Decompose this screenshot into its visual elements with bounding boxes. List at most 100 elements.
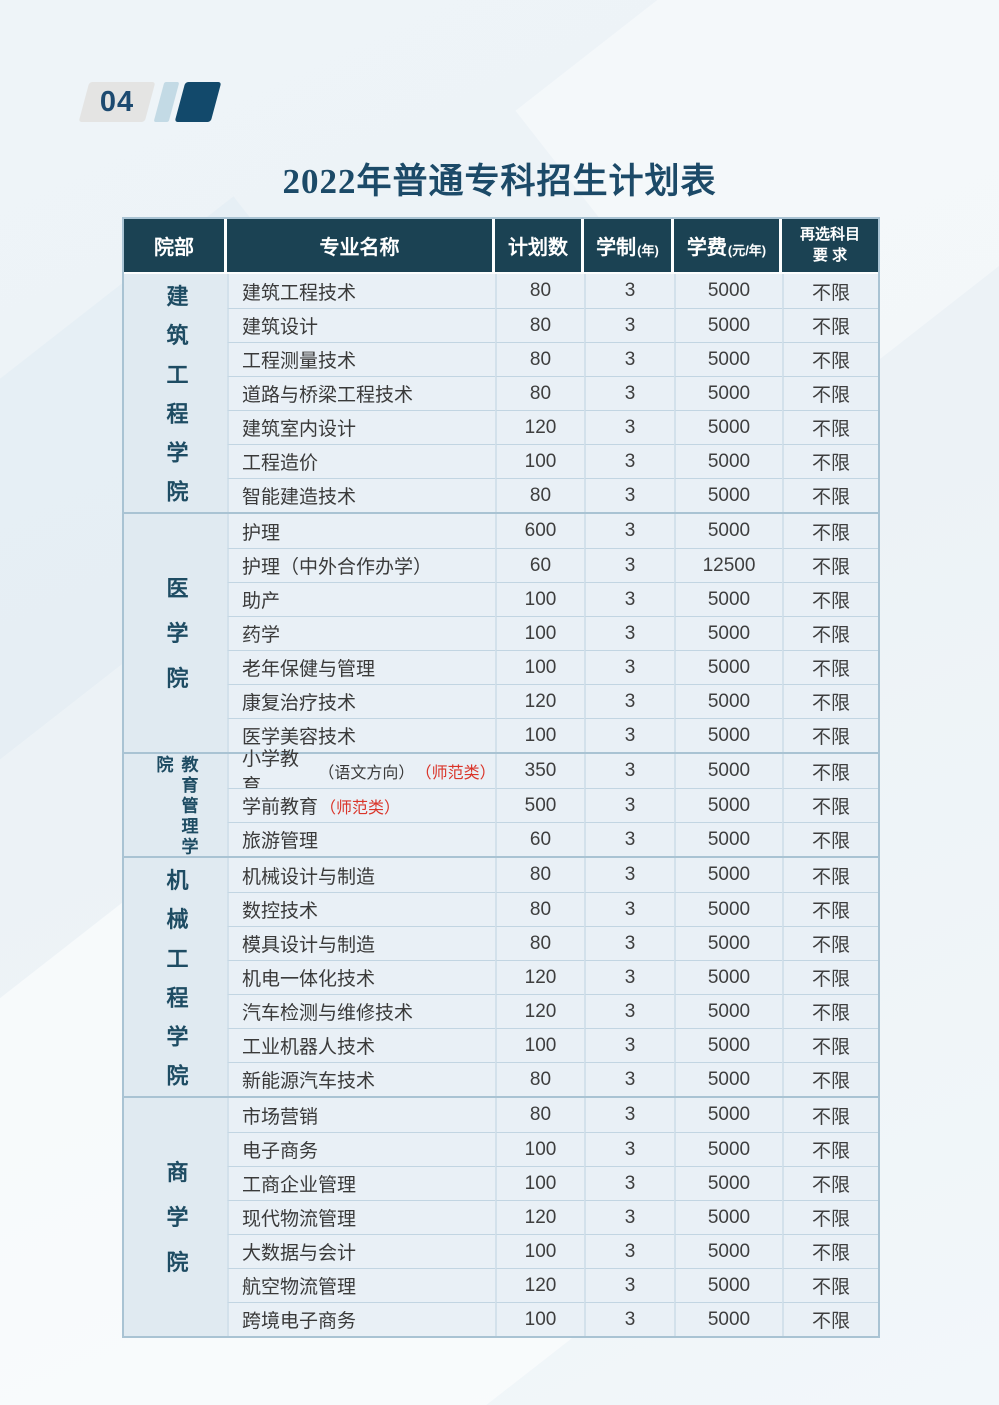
tuition-cell: 5000 <box>674 1098 782 1132</box>
header-cell-2: 专业名称 <box>227 219 495 272</box>
duration-cell: 3 <box>584 478 674 512</box>
plan-count-cell: 100 <box>495 582 584 616</box>
major-direction-note: （语文方向） <box>318 765 415 782</box>
teacher-training-note: （师范类） <box>415 765 496 782</box>
header-main: 计划数 <box>508 237 568 259</box>
subject-requirement-cell: 不限 <box>782 822 878 856</box>
plan-count-cell: 120 <box>495 410 584 444</box>
major-cell: 道路与桥梁工程技术 <box>227 376 495 410</box>
college-cell: 教育管理学院 <box>124 754 227 858</box>
tuition-cell: 5000 <box>674 1132 782 1166</box>
page-title: 2022年普通专科招生计划表 <box>282 162 717 201</box>
major-cell: 汽车检测与维修技术 <box>227 994 495 1028</box>
subject-requirement-cell: 不限 <box>782 1268 878 1302</box>
subject-requirement-cell: 不限 <box>782 994 878 1028</box>
table-header: 院部 专业名称 计划数 学制 (年) 学费 (元/年) 再选科目要 求 <box>124 219 878 274</box>
major-name: 建筑设计 <box>242 317 319 338</box>
header-cell-1: 院部 <box>124 219 227 272</box>
subject-requirement-cell: 不限 <box>782 650 878 684</box>
subject-requirement-cell: 不限 <box>782 926 878 960</box>
tuition-cell: 5000 <box>674 1234 782 1268</box>
tuition-cell: 5000 <box>674 1166 782 1200</box>
duration-cell: 3 <box>584 1132 674 1166</box>
subject-requirement-cell: 不限 <box>782 1302 878 1336</box>
subject-requirement-cell: 不限 <box>782 858 878 892</box>
major-name: 护理（中外合作办学） <box>242 557 433 578</box>
major-cell: 数控技术 <box>227 892 495 926</box>
plan-count-cell: 80 <box>495 1062 584 1096</box>
header-main: 专业名称 <box>319 237 400 259</box>
major-name: 机械设计与制造 <box>242 866 376 888</box>
enrollment-plan-table: 院部 专业名称 计划数 学制 (年) 学费 (元/年) 再选科目要 求 建筑工程学院 建筑工程技… <box>122 217 880 1338</box>
major-name: 现代物流管理 <box>242 1209 357 1230</box>
major-name: 航空物流管理 <box>242 1277 357 1298</box>
major-cell: 工商企业管理 <box>227 1166 495 1200</box>
tuition-cell: 5000 <box>674 444 782 478</box>
duration-cell: 3 <box>584 1098 674 1132</box>
tuition-cell: 5000 <box>674 1268 782 1302</box>
major-name: 新能源汽车技术 <box>242 1071 376 1092</box>
badge-navy-stripe-icon <box>174 82 222 122</box>
major-name: 工业机器人技术 <box>242 1037 376 1058</box>
major-cell: 市场营销 <box>227 1098 495 1132</box>
plan-count-cell: 80 <box>495 342 584 376</box>
subject-requirement-cell: 不限 <box>782 1062 878 1096</box>
duration-cell: 3 <box>584 1234 674 1268</box>
tuition-cell: 5000 <box>674 926 782 960</box>
college-section-3: 教育管理学院 小学教育 （语文方向） （师范类） 350 3 5000 不限 学前教育 （师范类）… <box>124 749 878 858</box>
tuition-cell: 5000 <box>674 1028 782 1062</box>
header-cell-5: 学费 (元/年) <box>674 219 782 272</box>
plan-count-cell: 60 <box>495 822 584 856</box>
tuition-cell: 5000 <box>674 410 782 444</box>
major-name: 数控技术 <box>242 901 319 922</box>
major-cell: 老年保健与管理 <box>227 650 495 684</box>
duration-cell: 3 <box>584 342 674 376</box>
subject-requirement-cell: 不限 <box>782 1132 878 1166</box>
duration-cell: 3 <box>584 444 674 478</box>
major-cell: 小学教育 （语文方向） （师范类） <box>227 749 496 797</box>
tuition-cell: 5000 <box>674 684 782 718</box>
college-name: 建筑工程学院 <box>163 284 189 520</box>
plan-count-cell: 60 <box>495 548 584 582</box>
tuition-cell: 5000 <box>674 754 782 788</box>
duration-cell: 3 <box>584 684 674 718</box>
subject-requirement-cell: 不限 <box>782 616 878 650</box>
plan-count-cell: 80 <box>495 308 584 342</box>
plan-count-cell: 80 <box>495 892 584 926</box>
duration-cell: 3 <box>584 548 674 582</box>
major-cell: 工程测量技术 <box>227 342 495 376</box>
page-number-plate: 04 <box>78 82 156 122</box>
major-name: 跨境电子商务 <box>242 1311 357 1332</box>
subject-requirement-cell: 不限 <box>782 788 878 822</box>
tuition-cell: 5000 <box>674 1062 782 1096</box>
college-name: 机械工程学院 <box>163 868 189 1104</box>
major-cell: 模具设计与制造 <box>227 926 495 960</box>
major-name: 建筑工程技术 <box>242 282 357 304</box>
major-cell: 助产 <box>227 582 495 616</box>
duration-cell: 3 <box>584 822 674 856</box>
major-cell: 药学 <box>227 616 495 650</box>
duration-cell: 3 <box>584 994 674 1028</box>
tuition-cell: 5000 <box>674 274 782 308</box>
header-cell-3: 计划数 <box>495 219 584 272</box>
major-name: 机电一体化技术 <box>242 969 376 990</box>
college-section-2: 医学院 护理 600 3 5000 不限 护理（中外合作办学） 60 3 12500 不限 助产 100… <box>124 512 878 752</box>
college-section-1: 建筑工程学院 建筑工程技术 80 3 5000 不限 建筑设计 80 3 5000 不限 工程测量技术… <box>124 274 878 519</box>
plan-count-cell: 100 <box>495 1028 584 1062</box>
duration-cell: 3 <box>584 582 674 616</box>
teacher-training-note: （师范类） <box>320 799 401 817</box>
duration-cell: 3 <box>584 858 674 892</box>
major-cell: 护理（中外合作办学） <box>227 548 495 582</box>
plan-count-cell: 100 <box>495 1132 584 1166</box>
header-unit: (元/年) <box>727 242 767 258</box>
tuition-cell: 5000 <box>674 582 782 616</box>
tuition-cell: 5000 <box>674 960 782 994</box>
major-cell: 现代物流管理 <box>227 1200 495 1234</box>
subject-requirement-cell: 不限 <box>782 274 878 308</box>
major-name: 康复治疗技术 <box>242 693 357 714</box>
plan-count-cell: 100 <box>495 1234 584 1268</box>
subject-requirement-cell: 不限 <box>782 1028 878 1062</box>
subject-requirement-cell: 不限 <box>782 376 878 410</box>
subject-requirement-cell: 不限 <box>782 342 878 376</box>
subject-requirement-cell: 不限 <box>782 960 878 994</box>
